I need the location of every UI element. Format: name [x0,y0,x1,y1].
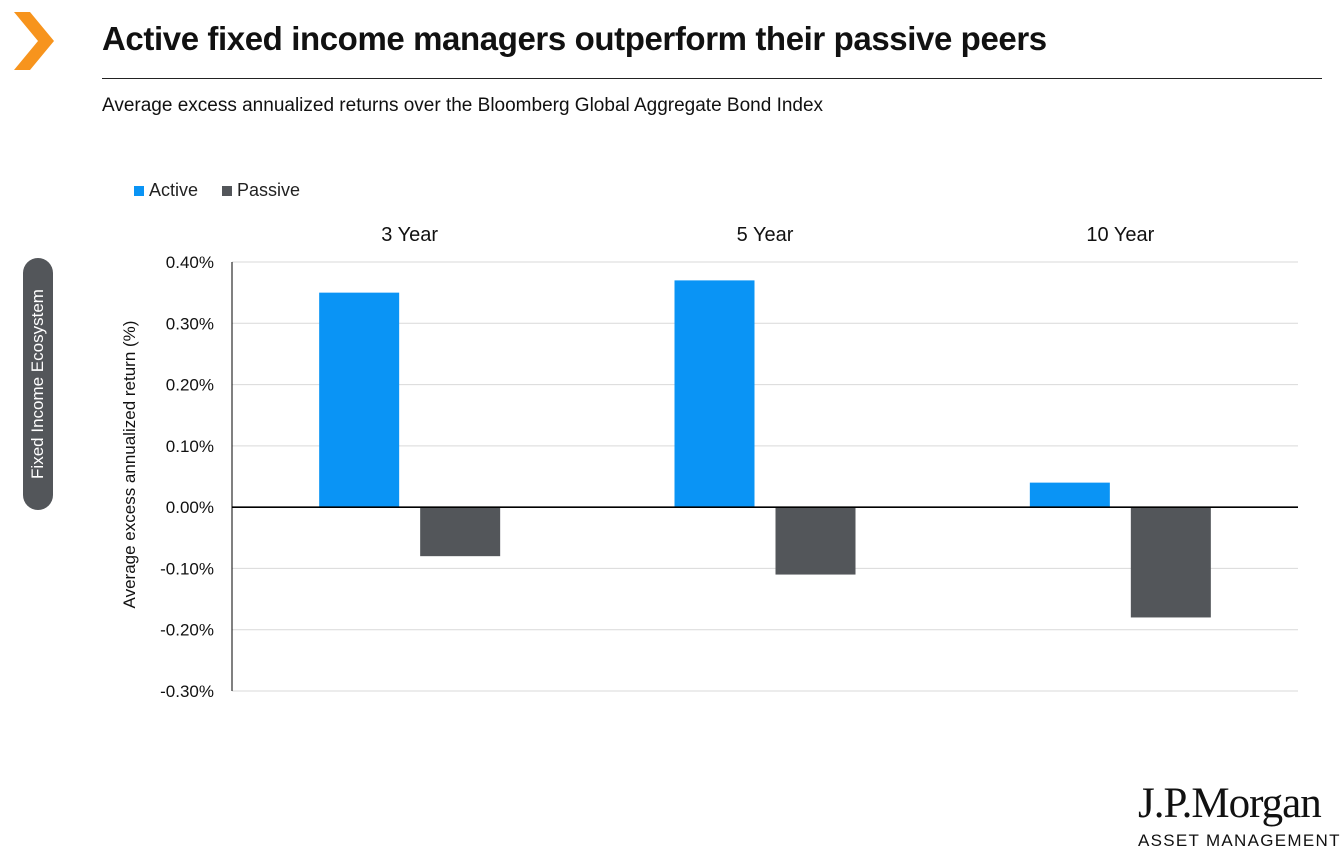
bar-active [1029,482,1110,508]
y-tick-label: 0.10% [166,437,214,456]
logo-tagline: ASSET MANAGEMENT [1138,831,1341,850]
logo-wordmark: J.P.Morgan [1138,780,1322,827]
y-tick-label: 0.40% [166,253,214,272]
legend-swatch-active [134,185,144,196]
title-divider [102,78,1322,79]
category-label: 3 Year [381,224,438,246]
legend-swatch-passive [222,185,233,196]
bar-active [319,292,400,508]
bar-passive [420,507,501,557]
chevron-right-icon [14,12,54,70]
y-tick-label: -0.10% [160,559,214,578]
bar-passive [775,507,856,575]
y-tick-label: 0.20% [166,376,214,395]
category-label: 5 Year [737,224,794,246]
y-tick-label: -0.30% [160,682,214,701]
side-tab[interactable]: Fixed Income Ecosystem [23,258,53,510]
page-title: Active fixed income managers outperform … [102,20,1047,57]
company-logo: J.P.Morgan ASSET MANAGEMENT [1138,780,1341,851]
y-tick-label: 0.30% [166,314,214,333]
y-axis-title: Average excess annualized return (%) [120,321,139,609]
y-tick-label: -0.20% [160,621,214,640]
legend-item-active: Active [134,180,198,201]
category-label: 10 Year [1086,224,1154,246]
y-tick-label: 0.00% [166,498,214,517]
legend-label-active: Active [149,180,199,200]
bar-active [674,280,755,508]
chevron-shape [14,12,54,70]
chart-legend: Active Passive [134,180,324,201]
legend-label-passive: Passive [237,180,301,200]
legend-item-passive: Passive [222,180,300,201]
page-subtitle: Average excess annualized returns over t… [102,95,824,116]
bar-passive [1130,507,1211,618]
